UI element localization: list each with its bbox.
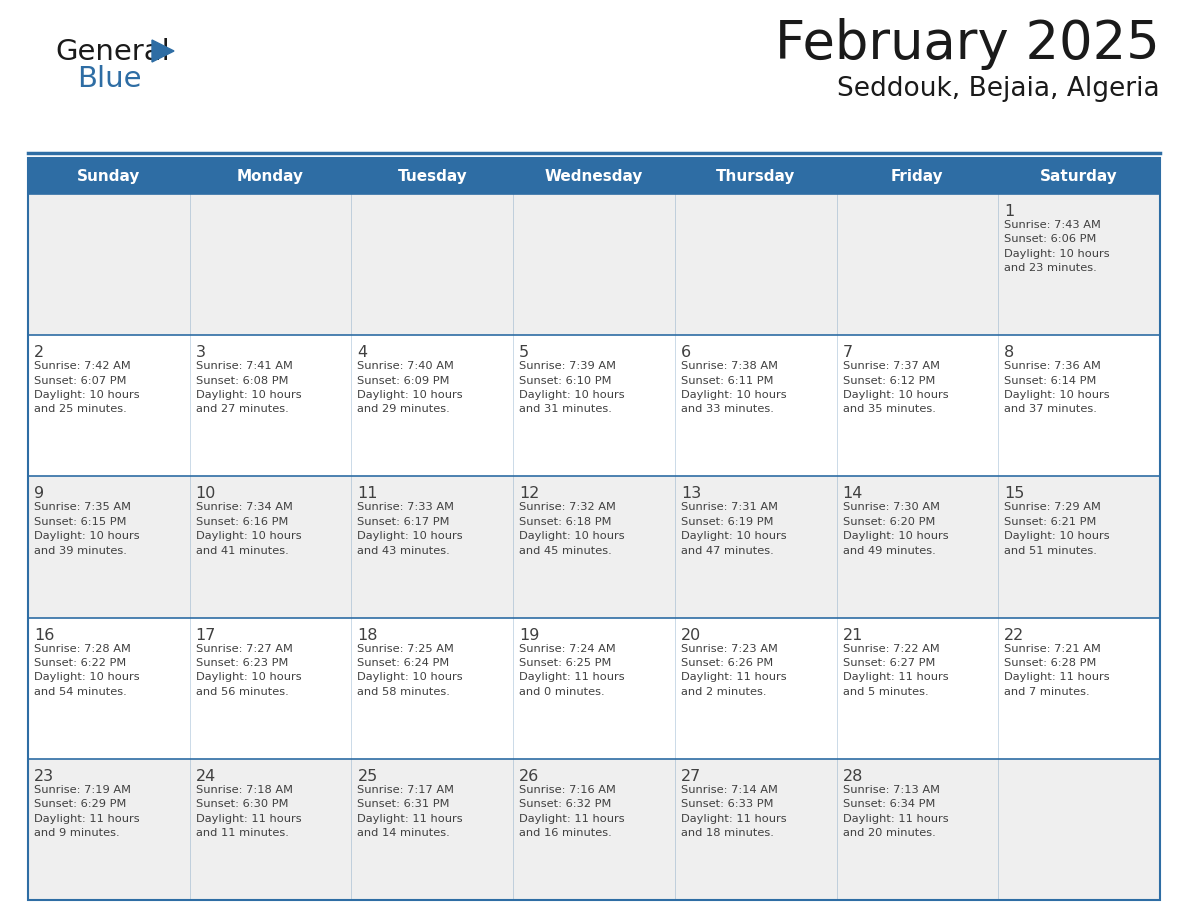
- Text: Sunrise: 7:36 AM
Sunset: 6:14 PM
Daylight: 10 hours
and 37 minutes.: Sunrise: 7:36 AM Sunset: 6:14 PM Dayligh…: [1004, 361, 1110, 414]
- Bar: [29, 476, 1159, 618]
- Text: Sunrise: 7:37 AM
Sunset: 6:12 PM
Daylight: 10 hours
and 35 minutes.: Sunrise: 7:37 AM Sunset: 6:12 PM Dayligh…: [842, 361, 948, 414]
- Text: 13: 13: [681, 487, 701, 501]
- Text: Sunrise: 7:41 AM
Sunset: 6:08 PM
Daylight: 10 hours
and 27 minutes.: Sunrise: 7:41 AM Sunset: 6:08 PM Dayligh…: [196, 361, 302, 414]
- Text: Sunrise: 7:19 AM
Sunset: 6:29 PM
Daylight: 11 hours
and 9 minutes.: Sunrise: 7:19 AM Sunset: 6:29 PM Dayligh…: [34, 785, 140, 838]
- Text: 19: 19: [519, 628, 539, 643]
- Text: 3: 3: [196, 345, 206, 360]
- Text: Friday: Friday: [891, 169, 943, 184]
- Text: 14: 14: [842, 487, 862, 501]
- Text: Sunrise: 7:29 AM
Sunset: 6:21 PM
Daylight: 10 hours
and 51 minutes.: Sunrise: 7:29 AM Sunset: 6:21 PM Dayligh…: [1004, 502, 1110, 555]
- Bar: [29, 158, 1159, 194]
- Text: 27: 27: [681, 768, 701, 784]
- Text: Thursday: Thursday: [716, 169, 796, 184]
- Text: 7: 7: [842, 345, 853, 360]
- Polygon shape: [152, 40, 173, 62]
- Text: Sunrise: 7:23 AM
Sunset: 6:26 PM
Daylight: 11 hours
and 2 minutes.: Sunrise: 7:23 AM Sunset: 6:26 PM Dayligh…: [681, 644, 786, 697]
- Text: Seddouk, Bejaia, Algeria: Seddouk, Bejaia, Algeria: [838, 76, 1159, 102]
- Text: Sunrise: 7:40 AM
Sunset: 6:09 PM
Daylight: 10 hours
and 29 minutes.: Sunrise: 7:40 AM Sunset: 6:09 PM Dayligh…: [358, 361, 463, 414]
- Text: 2: 2: [34, 345, 44, 360]
- Text: 21: 21: [842, 628, 862, 643]
- Text: Sunrise: 7:39 AM
Sunset: 6:10 PM
Daylight: 10 hours
and 31 minutes.: Sunrise: 7:39 AM Sunset: 6:10 PM Dayligh…: [519, 361, 625, 414]
- Bar: [29, 759, 1159, 900]
- Text: 26: 26: [519, 768, 539, 784]
- Text: Sunrise: 7:14 AM
Sunset: 6:33 PM
Daylight: 11 hours
and 18 minutes.: Sunrise: 7:14 AM Sunset: 6:33 PM Dayligh…: [681, 785, 786, 838]
- Text: Sunrise: 7:13 AM
Sunset: 6:34 PM
Daylight: 11 hours
and 20 minutes.: Sunrise: 7:13 AM Sunset: 6:34 PM Dayligh…: [842, 785, 948, 838]
- Text: 9: 9: [34, 487, 44, 501]
- Text: 23: 23: [34, 768, 55, 784]
- Text: 25: 25: [358, 768, 378, 784]
- Text: Sunrise: 7:43 AM
Sunset: 6:06 PM
Daylight: 10 hours
and 23 minutes.: Sunrise: 7:43 AM Sunset: 6:06 PM Dayligh…: [1004, 220, 1110, 274]
- Text: Sunrise: 7:16 AM
Sunset: 6:32 PM
Daylight: 11 hours
and 16 minutes.: Sunrise: 7:16 AM Sunset: 6:32 PM Dayligh…: [519, 785, 625, 838]
- Text: Sunrise: 7:17 AM
Sunset: 6:31 PM
Daylight: 11 hours
and 14 minutes.: Sunrise: 7:17 AM Sunset: 6:31 PM Dayligh…: [358, 785, 463, 838]
- Bar: [29, 194, 1159, 335]
- Text: Sunrise: 7:25 AM
Sunset: 6:24 PM
Daylight: 10 hours
and 58 minutes.: Sunrise: 7:25 AM Sunset: 6:24 PM Dayligh…: [358, 644, 463, 697]
- Text: General: General: [55, 38, 170, 66]
- Text: Wednesday: Wednesday: [545, 169, 643, 184]
- Text: Sunrise: 7:33 AM
Sunset: 6:17 PM
Daylight: 10 hours
and 43 minutes.: Sunrise: 7:33 AM Sunset: 6:17 PM Dayligh…: [358, 502, 463, 555]
- Bar: [29, 158, 1159, 900]
- Bar: [29, 618, 1159, 759]
- Bar: [29, 335, 1159, 476]
- Text: 8: 8: [1004, 345, 1015, 360]
- Text: 24: 24: [196, 768, 216, 784]
- Text: 5: 5: [519, 345, 530, 360]
- Text: Sunrise: 7:27 AM
Sunset: 6:23 PM
Daylight: 10 hours
and 56 minutes.: Sunrise: 7:27 AM Sunset: 6:23 PM Dayligh…: [196, 644, 302, 697]
- Text: Sunrise: 7:22 AM
Sunset: 6:27 PM
Daylight: 11 hours
and 5 minutes.: Sunrise: 7:22 AM Sunset: 6:27 PM Dayligh…: [842, 644, 948, 697]
- Text: Sunday: Sunday: [77, 169, 140, 184]
- Text: 22: 22: [1004, 628, 1024, 643]
- Text: Sunrise: 7:18 AM
Sunset: 6:30 PM
Daylight: 11 hours
and 11 minutes.: Sunrise: 7:18 AM Sunset: 6:30 PM Dayligh…: [196, 785, 302, 838]
- Text: 6: 6: [681, 345, 691, 360]
- Text: 4: 4: [358, 345, 367, 360]
- Text: Saturday: Saturday: [1041, 169, 1118, 184]
- Text: Sunrise: 7:42 AM
Sunset: 6:07 PM
Daylight: 10 hours
and 25 minutes.: Sunrise: 7:42 AM Sunset: 6:07 PM Dayligh…: [34, 361, 140, 414]
- Text: Tuesday: Tuesday: [398, 169, 467, 184]
- Text: Sunrise: 7:34 AM
Sunset: 6:16 PM
Daylight: 10 hours
and 41 minutes.: Sunrise: 7:34 AM Sunset: 6:16 PM Dayligh…: [196, 502, 302, 555]
- Text: 16: 16: [34, 628, 55, 643]
- Text: Sunrise: 7:30 AM
Sunset: 6:20 PM
Daylight: 10 hours
and 49 minutes.: Sunrise: 7:30 AM Sunset: 6:20 PM Dayligh…: [842, 502, 948, 555]
- Text: February 2025: February 2025: [776, 18, 1159, 70]
- Text: 28: 28: [842, 768, 862, 784]
- Text: 17: 17: [196, 628, 216, 643]
- Text: 10: 10: [196, 487, 216, 501]
- Text: 18: 18: [358, 628, 378, 643]
- Text: Sunrise: 7:28 AM
Sunset: 6:22 PM
Daylight: 10 hours
and 54 minutes.: Sunrise: 7:28 AM Sunset: 6:22 PM Dayligh…: [34, 644, 140, 697]
- Text: Blue: Blue: [77, 65, 141, 93]
- Text: Sunrise: 7:31 AM
Sunset: 6:19 PM
Daylight: 10 hours
and 47 minutes.: Sunrise: 7:31 AM Sunset: 6:19 PM Dayligh…: [681, 502, 786, 555]
- Text: Sunrise: 7:35 AM
Sunset: 6:15 PM
Daylight: 10 hours
and 39 minutes.: Sunrise: 7:35 AM Sunset: 6:15 PM Dayligh…: [34, 502, 140, 555]
- Text: Sunrise: 7:21 AM
Sunset: 6:28 PM
Daylight: 11 hours
and 7 minutes.: Sunrise: 7:21 AM Sunset: 6:28 PM Dayligh…: [1004, 644, 1110, 697]
- Text: 20: 20: [681, 628, 701, 643]
- Text: 12: 12: [519, 487, 539, 501]
- Text: 1: 1: [1004, 204, 1015, 219]
- Text: 15: 15: [1004, 487, 1025, 501]
- Text: Monday: Monday: [238, 169, 304, 184]
- Text: Sunrise: 7:24 AM
Sunset: 6:25 PM
Daylight: 11 hours
and 0 minutes.: Sunrise: 7:24 AM Sunset: 6:25 PM Dayligh…: [519, 644, 625, 697]
- Text: Sunrise: 7:38 AM
Sunset: 6:11 PM
Daylight: 10 hours
and 33 minutes.: Sunrise: 7:38 AM Sunset: 6:11 PM Dayligh…: [681, 361, 786, 414]
- Text: Sunrise: 7:32 AM
Sunset: 6:18 PM
Daylight: 10 hours
and 45 minutes.: Sunrise: 7:32 AM Sunset: 6:18 PM Dayligh…: [519, 502, 625, 555]
- Text: 11: 11: [358, 487, 378, 501]
